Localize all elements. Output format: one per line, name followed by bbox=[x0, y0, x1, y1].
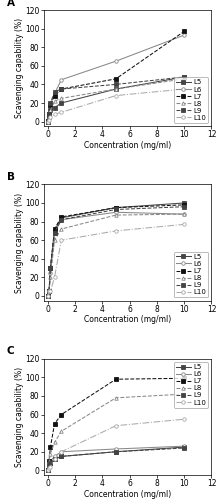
X-axis label: Concentration (mg/ml): Concentration (mg/ml) bbox=[84, 141, 171, 150]
Y-axis label: Scavenging capability (%): Scavenging capability (%) bbox=[15, 192, 24, 292]
Text: C: C bbox=[7, 346, 14, 356]
Text: B: B bbox=[7, 172, 15, 182]
Text: A: A bbox=[7, 0, 15, 8]
X-axis label: Concentration (mg/ml): Concentration (mg/ml) bbox=[84, 490, 171, 498]
Legend: L5, L6, L7, L8, L9, L10: L5, L6, L7, L8, L9, L10 bbox=[174, 362, 208, 408]
X-axis label: Concentration (mg/ml): Concentration (mg/ml) bbox=[84, 315, 171, 324]
Legend: L5, L6, L7, L8, L9, L10: L5, L6, L7, L8, L9, L10 bbox=[174, 252, 208, 297]
Y-axis label: Scavenging capability (%): Scavenging capability (%) bbox=[15, 18, 24, 118]
Y-axis label: Scavenging capability (%): Scavenging capability (%) bbox=[15, 367, 24, 467]
Legend: L5, L6, L7, L8, L9, L10: L5, L6, L7, L8, L9, L10 bbox=[174, 78, 208, 123]
